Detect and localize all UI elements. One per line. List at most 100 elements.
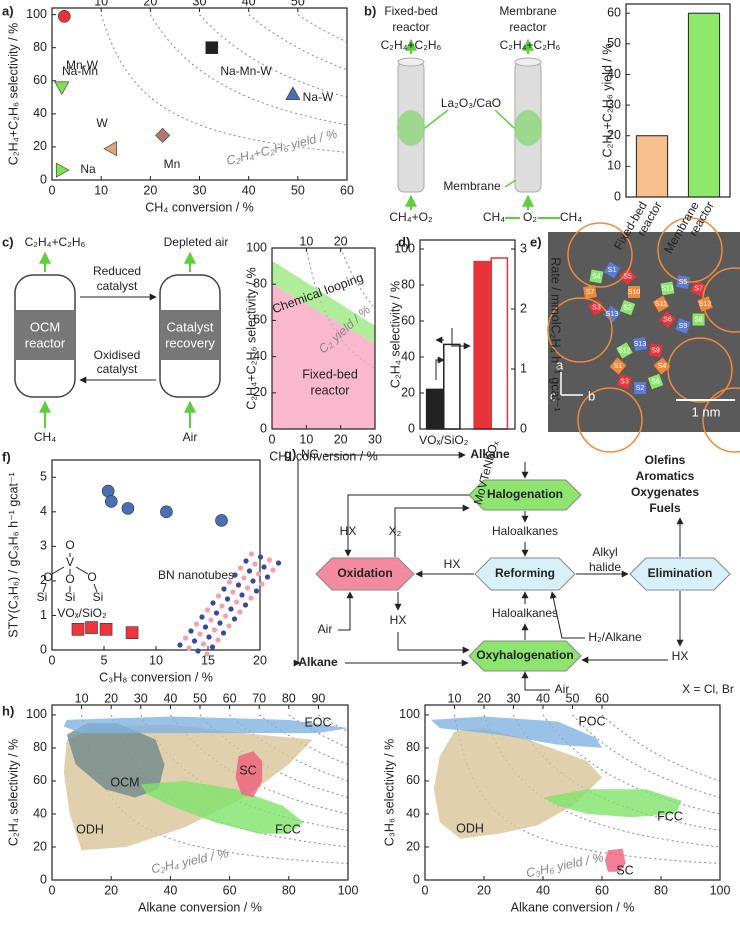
yield-tick-label: 10: [299, 234, 313, 248]
point-label: Mn-W: [66, 58, 99, 72]
process-label: Reforming: [495, 566, 555, 580]
y-tick-label: 40: [33, 806, 47, 820]
site-label: S2: [623, 304, 632, 311]
y-tick-label: 60: [33, 773, 47, 787]
reactor-diagram: Fixed-bed reactor Membrane reactor C₂H₄+…: [381, 4, 583, 224]
site: [588, 299, 605, 316]
yield-tick-label: 40: [242, 0, 256, 8]
x-tick-label: 60: [340, 183, 354, 197]
site: [628, 286, 640, 298]
label: Reduced: [93, 264, 141, 278]
point-label: Na-Mn-W: [220, 64, 272, 78]
structure-bond: [75, 566, 89, 575]
nanotube-atom: [208, 617, 214, 623]
site-label: S9: [679, 323, 688, 330]
y-tick-label: 40: [33, 106, 47, 120]
nanotube-atom: [195, 648, 201, 654]
nanotube-atom: [210, 600, 216, 606]
y-tick-label: 10: [607, 159, 621, 173]
ring: [547, 297, 613, 363]
panel-label: e): [530, 234, 542, 249]
site-label: S10: [628, 289, 641, 296]
point: [57, 9, 71, 23]
bar: [443, 343, 461, 430]
chart: 10 20 30 40 50 60 70 80 90 ODH OCM EOC FCC SC 0 20 40 60 8…: [6, 691, 358, 914]
region: [272, 260, 375, 344]
y-tick-label: 4: [40, 504, 47, 518]
y2-tick-label: 0: [520, 421, 527, 435]
site-label: S3: [592, 304, 601, 311]
yield-label: C₂H₄ yield / %: [150, 846, 230, 876]
point-label: Mn: [164, 157, 181, 171]
ring: [702, 267, 740, 333]
site: [619, 299, 636, 316]
yield-tick-label: 40: [163, 691, 177, 705]
flow-arrow: [293, 460, 301, 667]
yield-curve: [149, 14, 347, 126]
process-label: Halogenation: [487, 487, 563, 501]
chart: BN nanotubes VOₓ/SiO₂ 0 1 2 3 4 5 0 5 10 15 20 C₃H₈ c…: [6, 459, 282, 684]
label: reactor: [509, 20, 546, 34]
nanotube-atom: [235, 582, 242, 588]
site-label: S1: [608, 267, 617, 274]
x-tick-label: VOₓ/SiO₂: [419, 433, 469, 447]
yield-curve: [248, 14, 347, 71]
nanotube-atom: [253, 588, 260, 594]
x-tick-label: 10: [149, 653, 163, 667]
x-tick-label: 40: [242, 183, 256, 197]
region: [430, 716, 602, 748]
site: [616, 373, 633, 390]
plot-frame: [419, 239, 516, 430]
site-label: S4: [592, 273, 601, 280]
x-tick-label: 0: [269, 432, 276, 446]
y-tick-label: 50: [607, 36, 621, 50]
y-tick-label: 20: [607, 128, 621, 142]
yield-tick-label: 50: [566, 691, 580, 705]
nanotube-atom: [188, 628, 194, 634]
label: CH₄: [560, 210, 582, 224]
label: Haloalkanes: [492, 606, 558, 620]
y-tick-label: 80: [253, 276, 267, 290]
y-tick-label: 20: [33, 839, 47, 853]
axis-pointer: [451, 328, 471, 350]
y-axis-label: C₂H₄+C₂H₆ selectivity / %: [244, 267, 258, 409]
y-tick-label: 40: [607, 67, 621, 81]
nanotube-atom: [275, 560, 282, 566]
process-diagram: NG Alkane Olefins Aromatics Oxygenates F…: [293, 447, 734, 696]
site-label: S12: [618, 347, 631, 354]
nanotube-atom: [191, 638, 198, 644]
nanotube-atom: [221, 586, 227, 592]
x-axis-label: Alkane conversion / %: [511, 900, 635, 914]
x-tick-label: 30: [193, 183, 207, 197]
y-tick-label: 100: [399, 707, 420, 721]
y-axis-label: STY(C₃H₆) / gC₃H₆ h⁻¹ gcat⁻¹: [6, 472, 20, 637]
yield-curve: [513, 714, 720, 831]
x-tick-label: 20: [477, 883, 491, 897]
structure-atom: O: [65, 572, 74, 586]
vessel-band: [15, 310, 75, 360]
process-box: [474, 557, 576, 591]
site-label: S2: [636, 385, 645, 392]
structure-atom: Si: [65, 590, 76, 604]
label: Aromatics: [636, 469, 695, 483]
yield-tick-label: 30: [134, 691, 148, 705]
nanotube-atom: [230, 589, 236, 595]
structure-atom: Si: [37, 590, 48, 604]
process-box: [315, 557, 415, 591]
yield-tick-label: 60: [595, 691, 609, 705]
y-axis-label: C₃H₆ selectivity / %: [382, 739, 396, 846]
x-tick-label: 60: [595, 883, 609, 897]
point: [104, 495, 118, 508]
structure-atom: O: [65, 538, 74, 552]
nanotube-atom: [264, 574, 271, 580]
y-tick-label: 60: [607, 5, 621, 19]
x-tick-label: 80: [654, 883, 668, 897]
ring: [657, 217, 723, 283]
nanotube-atom: [270, 567, 276, 573]
x-tick-label: 5: [101, 653, 108, 667]
site-label: S7: [586, 289, 595, 296]
y-tick-label: 100: [26, 707, 47, 721]
nanotube-atom: [186, 645, 192, 651]
x-tick-label: 20: [253, 653, 267, 667]
